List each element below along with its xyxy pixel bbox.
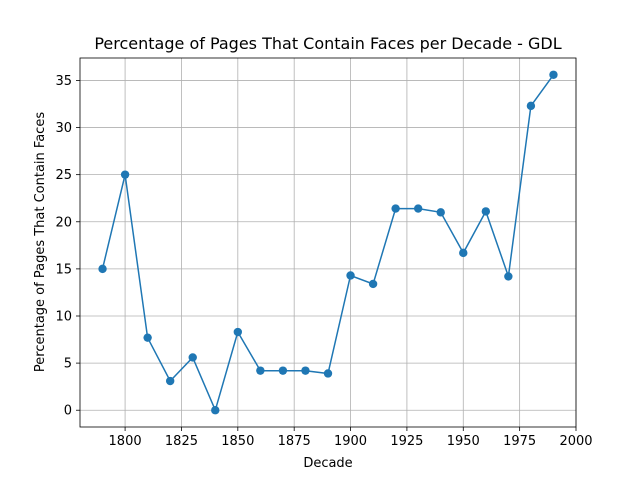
x-tick-label: 1900 bbox=[334, 434, 367, 449]
y-axis: 0 5 10 15 20 25 30 35 bbox=[55, 74, 80, 419]
chart-title: Percentage of Pages That Contain Faces p… bbox=[94, 34, 561, 53]
y-tick-label: 15 bbox=[55, 262, 72, 277]
data-point bbox=[323, 369, 333, 378]
data-point bbox=[391, 204, 400, 213]
series-line bbox=[101, 74, 555, 413]
y-tick-label: 30 bbox=[55, 121, 72, 136]
y-tick-label: 20 bbox=[55, 215, 72, 230]
data-point bbox=[278, 366, 288, 375]
data-point bbox=[549, 70, 558, 79]
data-point bbox=[301, 366, 310, 375]
x-tick-label: 1825 bbox=[165, 434, 198, 449]
data-point bbox=[413, 204, 423, 213]
x-tick-label: 2000 bbox=[559, 434, 592, 449]
data-point bbox=[504, 272, 513, 281]
data-point bbox=[233, 327, 243, 337]
y-tick-label: 0 bbox=[64, 404, 72, 419]
data-point bbox=[143, 333, 152, 342]
x-tick-label: 1925 bbox=[390, 434, 423, 449]
x-tick-label: 1950 bbox=[447, 434, 480, 449]
x-tick-label: 1850 bbox=[221, 434, 254, 449]
data-point bbox=[256, 366, 265, 375]
data-point bbox=[526, 101, 536, 111]
x-tick-label: 1875 bbox=[278, 434, 311, 449]
data-point bbox=[211, 406, 220, 415]
data-point bbox=[98, 264, 107, 274]
data-point bbox=[481, 207, 491, 216]
series-group bbox=[98, 70, 558, 415]
data-point bbox=[188, 353, 197, 362]
grid bbox=[80, 58, 577, 427]
data-point bbox=[368, 279, 378, 289]
x-axis-title: Decade bbox=[303, 456, 352, 471]
data-point bbox=[346, 271, 355, 280]
x-tick-label: 1800 bbox=[109, 434, 142, 449]
data-point bbox=[120, 170, 130, 179]
x-tick-label: 1975 bbox=[503, 434, 536, 449]
data-point bbox=[165, 376, 175, 386]
data-point bbox=[459, 248, 468, 258]
x-axis: 1800 1825 1850 1875 1900 1925 1950 1975 2000 bbox=[109, 427, 593, 449]
plot-frame bbox=[79, 57, 577, 428]
y-axis-title: Percentage of Pages That Contain Faces bbox=[33, 112, 48, 372]
y-tick-label: 10 bbox=[55, 309, 72, 324]
y-tick-label: 35 bbox=[55, 74, 72, 89]
y-tick-label: 25 bbox=[55, 168, 72, 183]
data-point bbox=[436, 208, 445, 217]
y-tick-label: 5 bbox=[64, 357, 72, 372]
